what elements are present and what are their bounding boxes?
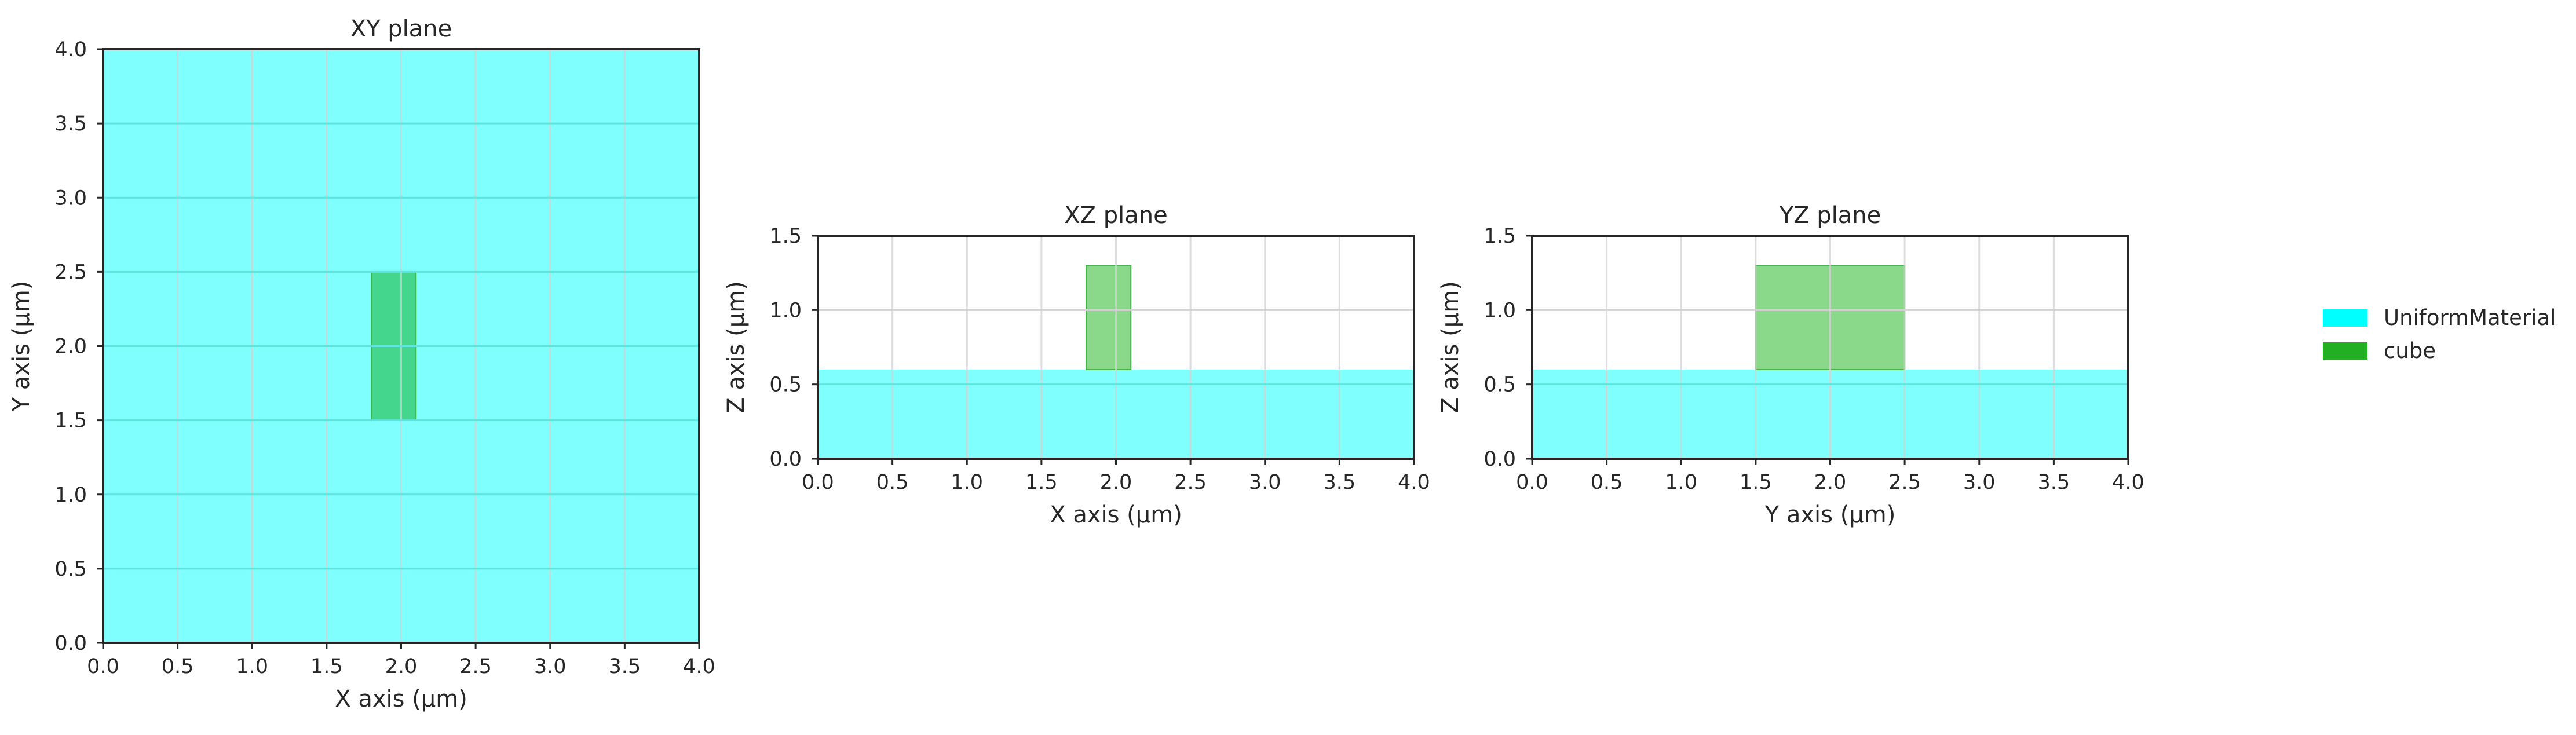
y-tick-label: 0.0 [769,448,802,471]
x-tick-label: 1.5 [1025,471,1058,494]
x-tick-label: 3.5 [2038,471,2070,494]
x-tick-label: 0.0 [1516,471,1548,494]
x-tick-label: 2.0 [1814,471,1847,494]
x-tick-label: 0.0 [802,471,834,494]
y-tick-label: 0.0 [1484,448,1516,471]
y-tick-label: 1.0 [1484,299,1516,322]
y-tick-label: 0.5 [54,558,87,581]
x-tick-label: 3.5 [609,655,641,678]
legend: UniformMaterial cube [2323,305,2556,363]
chart-title: XZ plane [1064,202,1168,229]
y-axis-label: Z axis (µm) [1437,281,1464,414]
x-axis-label: X axis (µm) [335,686,467,712]
plot-yz: 0.0 0.5 1.0 1.5 2.0 2.5 3.0 3.5 4.0 0.0 0.5 1.0 1.5 Y… [1437,202,2144,528]
x-tick-label: 1.0 [236,655,268,678]
y-tick-label: 1.0 [769,299,802,322]
plot-xz: 0.0 0.5 1.0 1.5 2.0 2.5 3.0 3.5 4.0 0.0 0.5 1.0 1.5 X… [723,202,1430,528]
x-tick-label: 4.0 [2112,471,2144,494]
x-tick-label: 3.0 [1249,471,1281,494]
legend-swatch-uniformmaterial [2323,309,2367,327]
legend-swatch-cube [2323,342,2367,360]
x-tick-label: 0.5 [876,471,909,494]
y-tick-label: 2.5 [54,261,87,284]
x-tick-label: 2.5 [1888,471,1921,494]
y-axis-label: Z axis (µm) [723,281,750,414]
y-tick-label: 1.5 [769,225,802,248]
x-axis-label: X axis (µm) [1050,502,1182,528]
y-tick-label: 3.5 [54,112,87,136]
x-tick-label: 3.0 [1963,471,1996,494]
legend-label-cube: cube [2384,338,2436,363]
plot-xy: 0.0 0.5 1.0 1.5 2.0 2.5 3.0 3.5 4.0 0.0 0.5 1.0 1.5 2… [8,16,715,712]
chart-title: YZ plane [1779,202,1881,229]
y-tick-label: 4.0 [54,38,87,61]
x-tick-label: 1.0 [951,471,983,494]
y-tick-label: 0.5 [1484,374,1516,397]
y-tick-label: 1.0 [54,484,87,507]
y-tick-label: 1.5 [1484,225,1516,248]
x-tick-label: 2.5 [459,655,492,678]
x-axis-label: Y axis (µm) [1764,502,1896,528]
chart-title: XY plane [350,16,452,42]
x-tick-label: 3.5 [1324,471,1356,494]
y-tick-label: 1.5 [54,409,87,433]
x-tick-label: 0.5 [162,655,194,678]
region-cube-xz [1086,265,1132,371]
x-tick-label: 0.0 [87,655,119,678]
legend-label-uniformmaterial: UniformMaterial [2384,305,2556,330]
y-tick-label: 0.0 [54,632,87,655]
y-axis-label: Y axis (µm) [8,281,35,412]
x-tick-label: 2.0 [385,655,418,678]
x-tick-label: 4.0 [1398,471,1430,494]
y-tick-label: 2.0 [54,335,87,359]
x-tick-label: 4.0 [683,655,715,678]
x-tick-label: 0.5 [1591,471,1623,494]
x-tick-label: 1.5 [310,655,343,678]
x-tick-label: 1.0 [1665,471,1697,494]
x-tick-label: 1.5 [1740,471,1772,494]
x-tick-label: 2.5 [1174,471,1207,494]
x-tick-label: 2.0 [1100,471,1132,494]
x-tick-label: 3.0 [534,655,567,678]
y-tick-label: 3.0 [54,187,87,210]
y-tick-label: 0.5 [769,374,802,397]
